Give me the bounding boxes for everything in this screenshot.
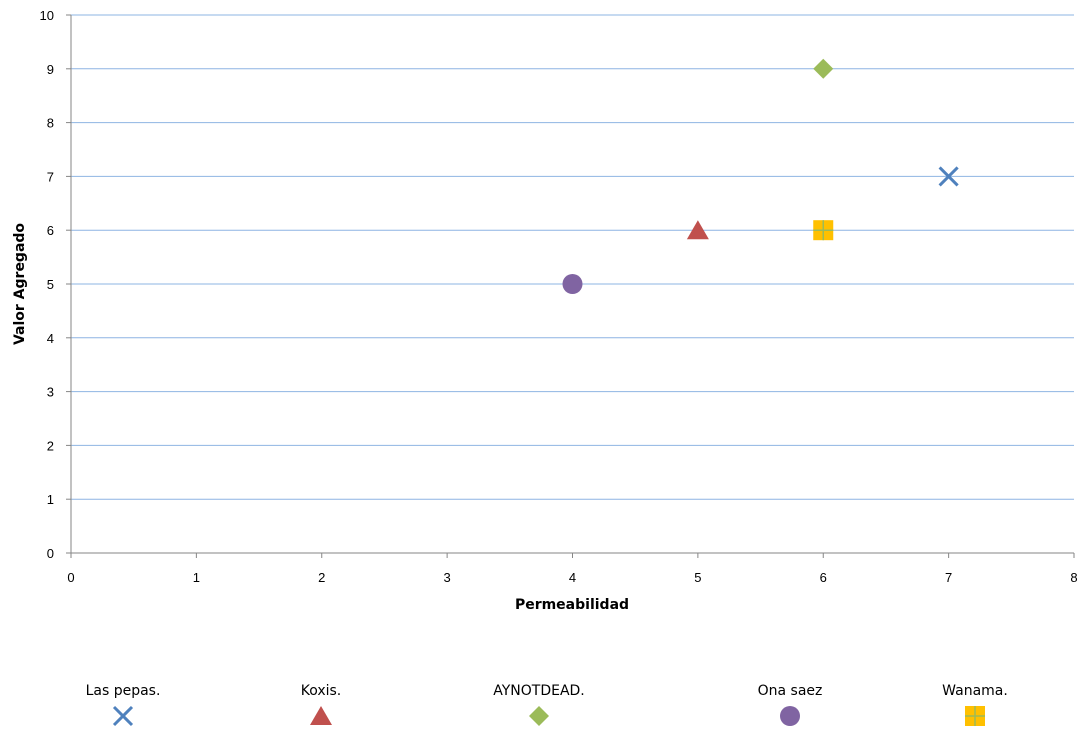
diamond-icon [529,706,549,726]
legend-label: AYNOTDEAD. [493,683,585,699]
legend-item: AYNOTDEAD. [493,683,585,726]
x-tick-label: 2 [318,570,325,585]
y-tick-label: 1 [47,492,54,507]
square-plus-icon [965,706,985,726]
y-tick-label: 6 [47,223,54,238]
y-tick-label: 3 [47,385,54,400]
x-tick-label: 1 [193,570,200,585]
x-tick-label: 7 [945,570,952,585]
y-tick-label: 5 [47,277,54,292]
data-point-diamond [813,58,834,79]
data-point-square-plus [813,220,834,241]
y-tick-label: 8 [47,116,54,131]
legend-item: Ona saez [758,683,823,726]
triangle-icon [310,706,332,725]
legend-label: Las pepas. [86,683,161,699]
x-axis-title: Permeabilidad [515,597,629,613]
legend-label: Wanama. [942,683,1008,699]
x-tick-label: 6 [820,570,827,585]
x-tick-label: 3 [444,570,451,585]
circle-icon [780,706,800,726]
legend: Las pepas. Koxis. AYNOTDEAD. Ona saez Wanama… [86,683,1008,727]
y-tick-label: 9 [47,62,54,77]
data-point-triangle [686,220,709,240]
data-point-x [938,166,959,187]
data-points [562,58,959,294]
x-icon [112,705,134,727]
data-point-circle [562,274,583,294]
y-tick-label: 0 [47,546,54,561]
x-tick-label: 5 [694,570,701,585]
y-tick-label: 7 [47,169,54,184]
y-axis-title: Valor Agregado [12,223,28,345]
legend-label: Ona saez [758,683,823,699]
y-tick-label: 2 [47,438,54,453]
legend-item: Las pepas. [86,683,161,727]
y-tick-label: 4 [47,331,54,346]
x-tick-labels: 0 1 2 3 4 5 6 7 8 [67,553,1078,585]
legend-item: Wanama. [942,683,1008,726]
legend-label: Koxis. [301,683,342,699]
gridlines [71,14,1074,500]
x-tick-label: 8 [1070,570,1077,585]
x-tick-label: 4 [569,570,576,585]
y-tick-label: 10 [40,8,54,23]
y-tick-labels: 0 1 2 3 4 5 6 7 8 9 10 [40,8,71,561]
legend-item: Koxis. [301,683,342,725]
x-tick-label: 0 [67,570,74,585]
